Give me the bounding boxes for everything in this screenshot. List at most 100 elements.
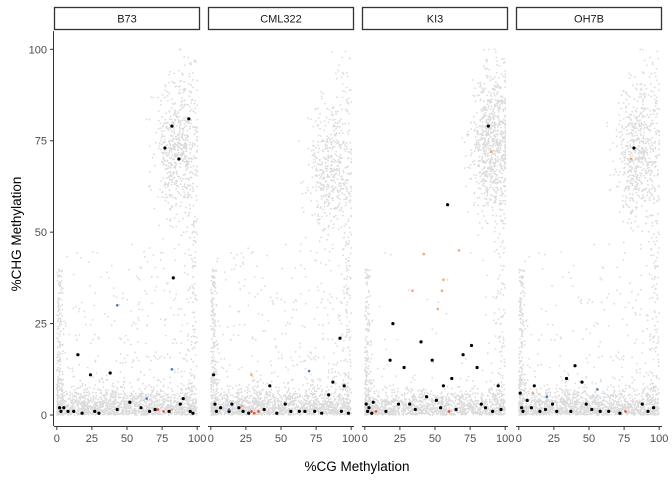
data-point-black — [525, 398, 529, 402]
data-point-black — [538, 409, 542, 413]
data-point-black — [408, 402, 412, 406]
data-point-black — [128, 400, 132, 404]
data-point-red — [624, 410, 627, 413]
data-point-black — [388, 358, 392, 362]
data-point-black — [469, 343, 474, 348]
data-point-black — [370, 411, 374, 415]
data-point-black — [396, 402, 401, 406]
data-point-red — [374, 410, 378, 413]
x-tick-label: 0 — [516, 433, 522, 445]
data-point-black — [115, 407, 119, 412]
data-point-black — [59, 409, 63, 413]
data-point-black — [366, 409, 370, 413]
x-tick-label: 100 — [496, 433, 514, 445]
data-point-black — [607, 409, 611, 413]
data-point-orange — [422, 252, 426, 256]
x-tick-label: 0 — [54, 433, 60, 445]
background-points-layer — [55, 48, 661, 416]
data-point-black — [181, 397, 185, 401]
data-point-black — [88, 373, 93, 377]
data-point-orange — [436, 307, 440, 311]
y-tick-label: 75 — [35, 136, 47, 148]
x-tick-label: 50 — [121, 433, 133, 445]
data-point-red — [257, 410, 260, 413]
facet-strip-label: KI3 — [427, 14, 444, 26]
x-tick-label: 0 — [208, 433, 214, 445]
data-point-black — [564, 376, 569, 381]
data-point-blue — [596, 388, 599, 391]
data-point-black — [262, 407, 266, 412]
data-point-black — [93, 409, 97, 413]
data-point-blue — [545, 395, 549, 399]
data-point-black — [475, 365, 479, 370]
data-point-black — [384, 409, 388, 413]
x-tick-label: 25 — [548, 433, 560, 445]
data-point-black — [170, 124, 174, 128]
data-point-black — [520, 406, 524, 410]
data-point-black — [247, 411, 251, 415]
data-point-black — [331, 380, 335, 384]
data-point-black — [483, 406, 488, 410]
facet-strip-label: B73 — [117, 14, 137, 26]
x-tick-label: 25 — [394, 433, 406, 445]
data-point-black — [419, 340, 423, 344]
y-tick-label: 50 — [35, 227, 47, 239]
data-point-black — [139, 406, 143, 410]
x-tick-label: 50 — [583, 433, 595, 445]
data-point-black — [573, 364, 577, 368]
data-point-black — [72, 409, 76, 413]
data-point-black — [153, 407, 157, 412]
data-point-black — [569, 409, 573, 413]
data-point-black — [391, 322, 395, 326]
data-point-orange — [442, 278, 445, 282]
x-tick-label: 50 — [275, 433, 287, 445]
x-tick-label: 0 — [362, 433, 368, 445]
data-point-black — [371, 400, 375, 404]
facet-strip — [515, 6, 663, 31]
data-point-orange — [489, 150, 493, 153]
data-point-blue — [115, 304, 119, 307]
data-point-black — [580, 380, 584, 384]
data-point-red — [253, 411, 256, 415]
background-cloud — [517, 48, 661, 416]
data-point-black — [402, 365, 406, 370]
facet-strip-label: OH7B — [574, 14, 604, 26]
data-point-orange — [170, 408, 174, 411]
data-point-black — [486, 124, 490, 128]
data-point-red — [162, 410, 165, 413]
data-point-black — [446, 203, 450, 207]
data-point-black — [171, 276, 175, 280]
data-point-black — [518, 391, 522, 395]
data-point-black — [167, 409, 171, 413]
background-cloud — [363, 48, 507, 416]
data-point-black — [496, 384, 500, 388]
facet-strip-label: CML322 — [260, 14, 302, 26]
data-point-red — [156, 408, 160, 411]
data-point-black — [212, 373, 216, 377]
data-point-black — [76, 353, 80, 357]
highlight-points-layer — [58, 117, 656, 415]
data-point-black — [268, 384, 272, 388]
data-point-black — [550, 402, 555, 406]
data-point-black — [439, 406, 443, 410]
data-point-black — [529, 406, 534, 410]
data-point-black — [62, 406, 66, 410]
y-tick-label: 25 — [35, 319, 47, 331]
data-point-blue — [227, 408, 231, 411]
data-point-blue — [145, 397, 148, 400]
data-point-black — [618, 411, 622, 415]
data-point-black — [303, 409, 307, 413]
data-point-black — [499, 407, 503, 412]
data-point-blue — [307, 369, 311, 373]
data-point-black — [297, 409, 301, 413]
data-point-black — [646, 409, 650, 413]
background-points — [55, 48, 199, 416]
facet-strip — [53, 6, 201, 31]
facet-strip — [207, 6, 355, 31]
data-point-orange — [440, 289, 444, 293]
data-point-orange — [411, 289, 414, 293]
x-tick-label: 75 — [156, 433, 168, 445]
data-point-black — [219, 406, 223, 410]
data-point-red — [447, 410, 451, 413]
